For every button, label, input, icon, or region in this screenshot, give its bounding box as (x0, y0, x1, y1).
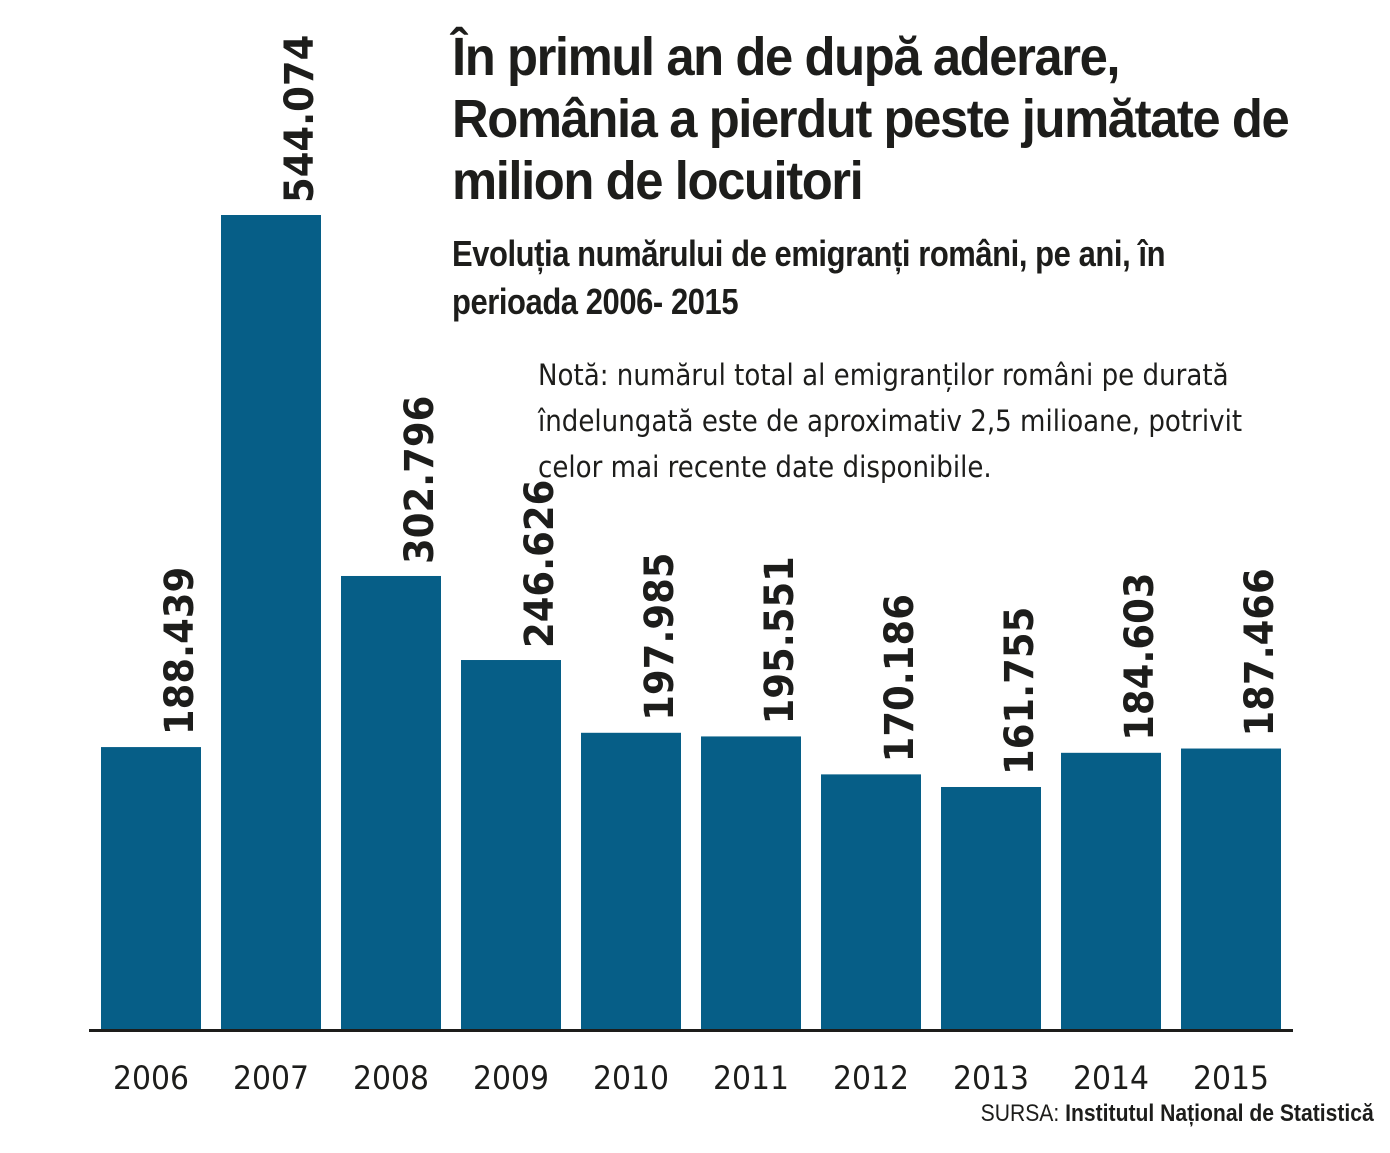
bars-group (101, 215, 1281, 1029)
value-label-2012: 170.186 (875, 594, 923, 762)
value-label-2013: 161.755 (995, 607, 1043, 775)
chart-subtitle: Evoluția numărului de emigranți români, … (452, 233, 1166, 322)
chart-title: În primul an de după aderare, România a … (452, 27, 1290, 211)
value-label-2015: 187.466 (1235, 568, 1283, 736)
value-label-2006: 188.439 (155, 567, 203, 735)
x-tick-2008: 2008 (353, 1059, 429, 1097)
x-tick-2009: 2009 (473, 1059, 549, 1097)
value-label-2007: 544.074 (275, 35, 323, 203)
source-prefix: SURSA: (980, 1100, 1060, 1127)
value-labels-group: 188.439 544.074 302.796 246.626 197.985 195.5… (155, 35, 1283, 775)
bar-2013 (941, 786, 1041, 1029)
bar-2012 (821, 774, 921, 1029)
bar-2014 (1061, 752, 1161, 1029)
bar-2009 (461, 660, 561, 1029)
value-label-2014: 184.603 (1115, 573, 1163, 741)
value-label-2010: 197.985 (635, 552, 683, 720)
bar-2008 (341, 575, 441, 1029)
x-tick-2013: 2013 (953, 1059, 1029, 1097)
bar-2011 (701, 736, 801, 1029)
source-name: Institutul Național de Statistică (1065, 1100, 1374, 1127)
x-tick-2015: 2015 (1193, 1059, 1269, 1097)
bar-2007 (221, 215, 321, 1029)
x-tick-2007: 2007 (233, 1059, 309, 1097)
bar-2010 (581, 732, 681, 1029)
x-tick-2014: 2014 (1073, 1059, 1149, 1097)
chart-note: Notă: numărul total al emigranților româ… (538, 358, 1243, 484)
value-label-2011: 195.551 (755, 556, 803, 724)
value-label-2009: 246.626 (515, 480, 563, 648)
value-label-2008: 302.796 (395, 396, 443, 564)
x-tick-2011: 2011 (713, 1059, 789, 1097)
x-tick-2010: 2010 (593, 1059, 669, 1097)
x-tick-2012: 2012 (833, 1059, 909, 1097)
x-tick-2006: 2006 (113, 1059, 189, 1097)
x-tick-labels-group: 2006 2007 2008 2009 2010 2011 2012 2013 2014 2015 (113, 1059, 1269, 1097)
bar-2006 (101, 747, 201, 1029)
bar-2015 (1181, 748, 1281, 1029)
source-credit: SURSA: Institutul Național de Statistică (981, 1100, 1374, 1128)
